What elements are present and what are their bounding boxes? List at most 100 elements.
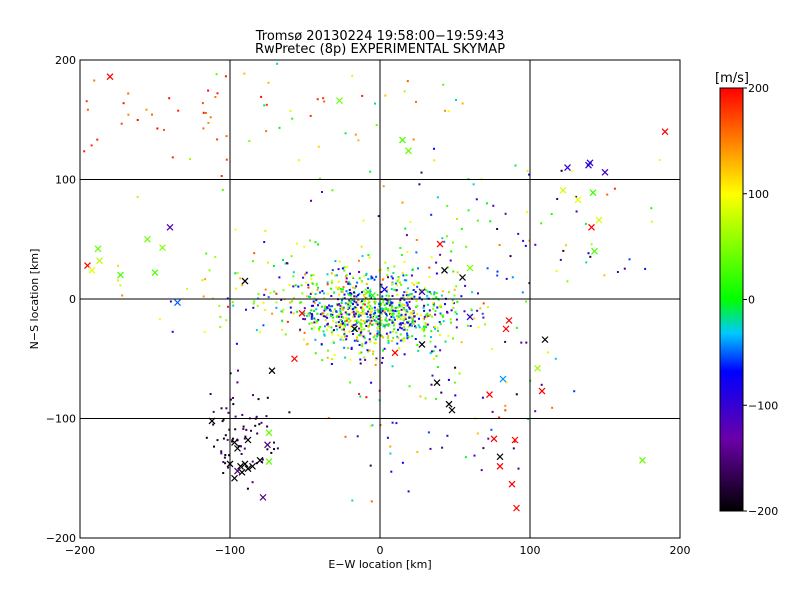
data-point [398, 315, 401, 318]
data-point [232, 437, 234, 440]
data-point [405, 279, 408, 282]
data-point [363, 275, 365, 278]
data-point [391, 282, 394, 285]
data-point [307, 295, 310, 298]
data-point [387, 324, 390, 327]
data-point [292, 271, 295, 274]
data-point [423, 315, 426, 318]
data-point [273, 441, 275, 444]
data-point [377, 331, 380, 334]
data-point [562, 249, 565, 252]
data-point [429, 447, 432, 450]
data-point [479, 307, 482, 310]
data-point [371, 307, 374, 310]
data-point [251, 260, 254, 263]
data-point [382, 336, 385, 339]
data-point [327, 349, 329, 352]
data-point [309, 313, 312, 316]
data-point [355, 310, 358, 313]
data-point [403, 90, 406, 93]
data-point [372, 336, 375, 339]
data-point [316, 289, 319, 292]
data-point [168, 97, 171, 100]
data-point [117, 264, 119, 267]
data-point [186, 287, 189, 290]
data-point [525, 341, 528, 344]
data-point [415, 306, 417, 309]
data-point [338, 293, 340, 296]
data-point [226, 438, 229, 441]
data-point [354, 133, 357, 136]
data-point [361, 343, 364, 346]
data-point [469, 325, 472, 327]
data-point [136, 119, 139, 121]
data-point [366, 315, 369, 318]
data-point [424, 322, 427, 324]
data-point [280, 298, 283, 301]
data-point [214, 96, 217, 98]
data-point [264, 229, 267, 232]
data-point [272, 265, 275, 267]
data-point [216, 92, 219, 95]
data-point [378, 269, 381, 272]
data-point [410, 324, 413, 327]
data-marker [490, 435, 498, 443]
data-point [367, 319, 370, 322]
data-point [370, 500, 373, 503]
data-point [205, 436, 208, 439]
data-point [404, 313, 407, 316]
data-point [376, 330, 379, 333]
data-point [288, 411, 291, 414]
data-point [408, 385, 411, 388]
data-point [231, 301, 234, 304]
data-point [356, 435, 359, 438]
data-point [450, 321, 452, 324]
x-tick-label: 0 [377, 544, 384, 557]
data-point [372, 317, 375, 319]
data-point [311, 282, 314, 285]
data-point [321, 313, 324, 316]
data-point [396, 317, 399, 320]
data-point [322, 330, 325, 333]
data-point [504, 212, 507, 215]
data-point [344, 316, 347, 319]
data-point [441, 237, 444, 240]
data-point [263, 241, 266, 243]
data-point [408, 316, 411, 319]
data-point [331, 279, 334, 282]
data-marker [399, 136, 406, 144]
data-point [525, 300, 528, 303]
data-point [371, 424, 374, 427]
data-point [385, 332, 388, 335]
data-point [255, 415, 258, 418]
data-point [422, 330, 425, 333]
data-marker [94, 245, 102, 253]
data-point [498, 416, 501, 419]
data-point [314, 318, 317, 321]
data-marker [574, 196, 582, 204]
data-point [443, 240, 446, 243]
data-point [315, 282, 318, 285]
data-point [471, 291, 474, 294]
data-marker [496, 453, 504, 461]
data-point [524, 244, 527, 247]
data-point [398, 310, 401, 313]
data-point [331, 333, 334, 336]
data-point [551, 406, 554, 409]
data-point [395, 315, 398, 318]
data-point [145, 108, 148, 111]
data-point [362, 290, 365, 293]
data-point [256, 432, 259, 435]
data-point [372, 350, 375, 353]
data-point [355, 301, 358, 304]
data-point [285, 262, 288, 265]
data-point [473, 454, 476, 457]
data-point [331, 313, 334, 316]
data-point [305, 295, 308, 298]
data-point [439, 349, 442, 352]
data-point [241, 413, 244, 416]
data-point [310, 318, 313, 320]
data-point [357, 321, 360, 324]
data-point [357, 315, 360, 318]
data-point [303, 331, 306, 334]
